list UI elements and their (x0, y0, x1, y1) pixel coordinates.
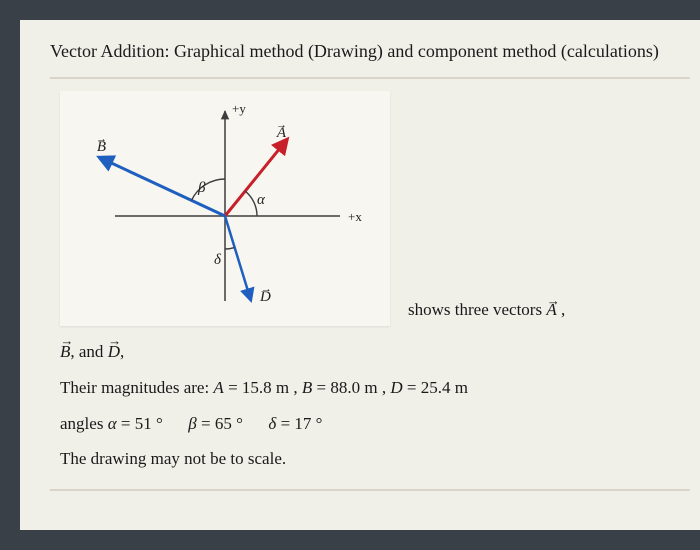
alpha-val: = 51 (117, 414, 156, 433)
angles-prefix: angles (60, 414, 108, 433)
vector-b (103, 159, 225, 216)
caption-prefix: shows three vectors (408, 300, 546, 319)
alpha-deg (156, 414, 163, 433)
delta-deg (316, 414, 323, 433)
vec-b-inline: B (60, 334, 70, 370)
vector-d-label: D→ (259, 283, 272, 305)
mag-b-label: B (302, 378, 312, 397)
mag-b-val: = 88.0 m , (312, 378, 390, 397)
vector-svg: +y +x A→ B→ D→ α β (60, 91, 390, 326)
beta-deg (236, 414, 243, 433)
line-vectors-bd: B, and D, (60, 334, 680, 370)
beta-arc (192, 179, 226, 200)
beta-label: β (197, 180, 206, 196)
alpha-arc (245, 191, 257, 216)
mag-d-label: D (390, 378, 402, 397)
mag-d-val: = 25.4 m (403, 378, 468, 397)
alpha-label: α (257, 192, 266, 208)
delta-label: δ (214, 252, 222, 268)
vector-b-label: B→ (96, 133, 107, 155)
y-axis-label: +y (232, 101, 246, 116)
vector-d (225, 216, 250, 297)
vec-a-inline: A (546, 300, 556, 320)
line-magnitudes: Their magnitudes are: A = 15.8 m , B = 8… (60, 370, 680, 406)
vec-d-inline: D (108, 334, 120, 370)
caption-right: shows three vectors A , (408, 300, 565, 326)
diagram-row: +y +x A→ B→ D→ α β (60, 91, 680, 326)
beta-val: = 65 (197, 414, 236, 433)
delta-val: = 17 (276, 414, 315, 433)
vector-diagram: +y +x A→ B→ D→ α β (60, 91, 390, 326)
mag-prefix: Their magnitudes are: (60, 378, 213, 397)
alpha-sym: α (108, 414, 117, 433)
mag-a-label: A (213, 378, 223, 397)
body-text: B, and D, Their magnitudes are: A = 15.8… (60, 334, 680, 477)
content-box: +y +x A→ B→ D→ α β (50, 77, 690, 491)
line-footer: The drawing may not be to scale. (60, 441, 680, 477)
line2-mid: , and (70, 342, 107, 361)
page: Vector Addition: Graphical method (Drawi… (20, 20, 700, 530)
line-angles: angles α = 51 β = 65 δ = 17 (60, 406, 680, 442)
mag-a-val: = 15.8 m , (224, 378, 302, 397)
beta-sym: β (188, 414, 196, 433)
delta-arc (225, 248, 235, 249)
page-title: Vector Addition: Graphical method (Drawi… (50, 40, 690, 63)
x-axis-label: +x (348, 209, 362, 224)
vector-a-label: A→ (276, 119, 287, 141)
